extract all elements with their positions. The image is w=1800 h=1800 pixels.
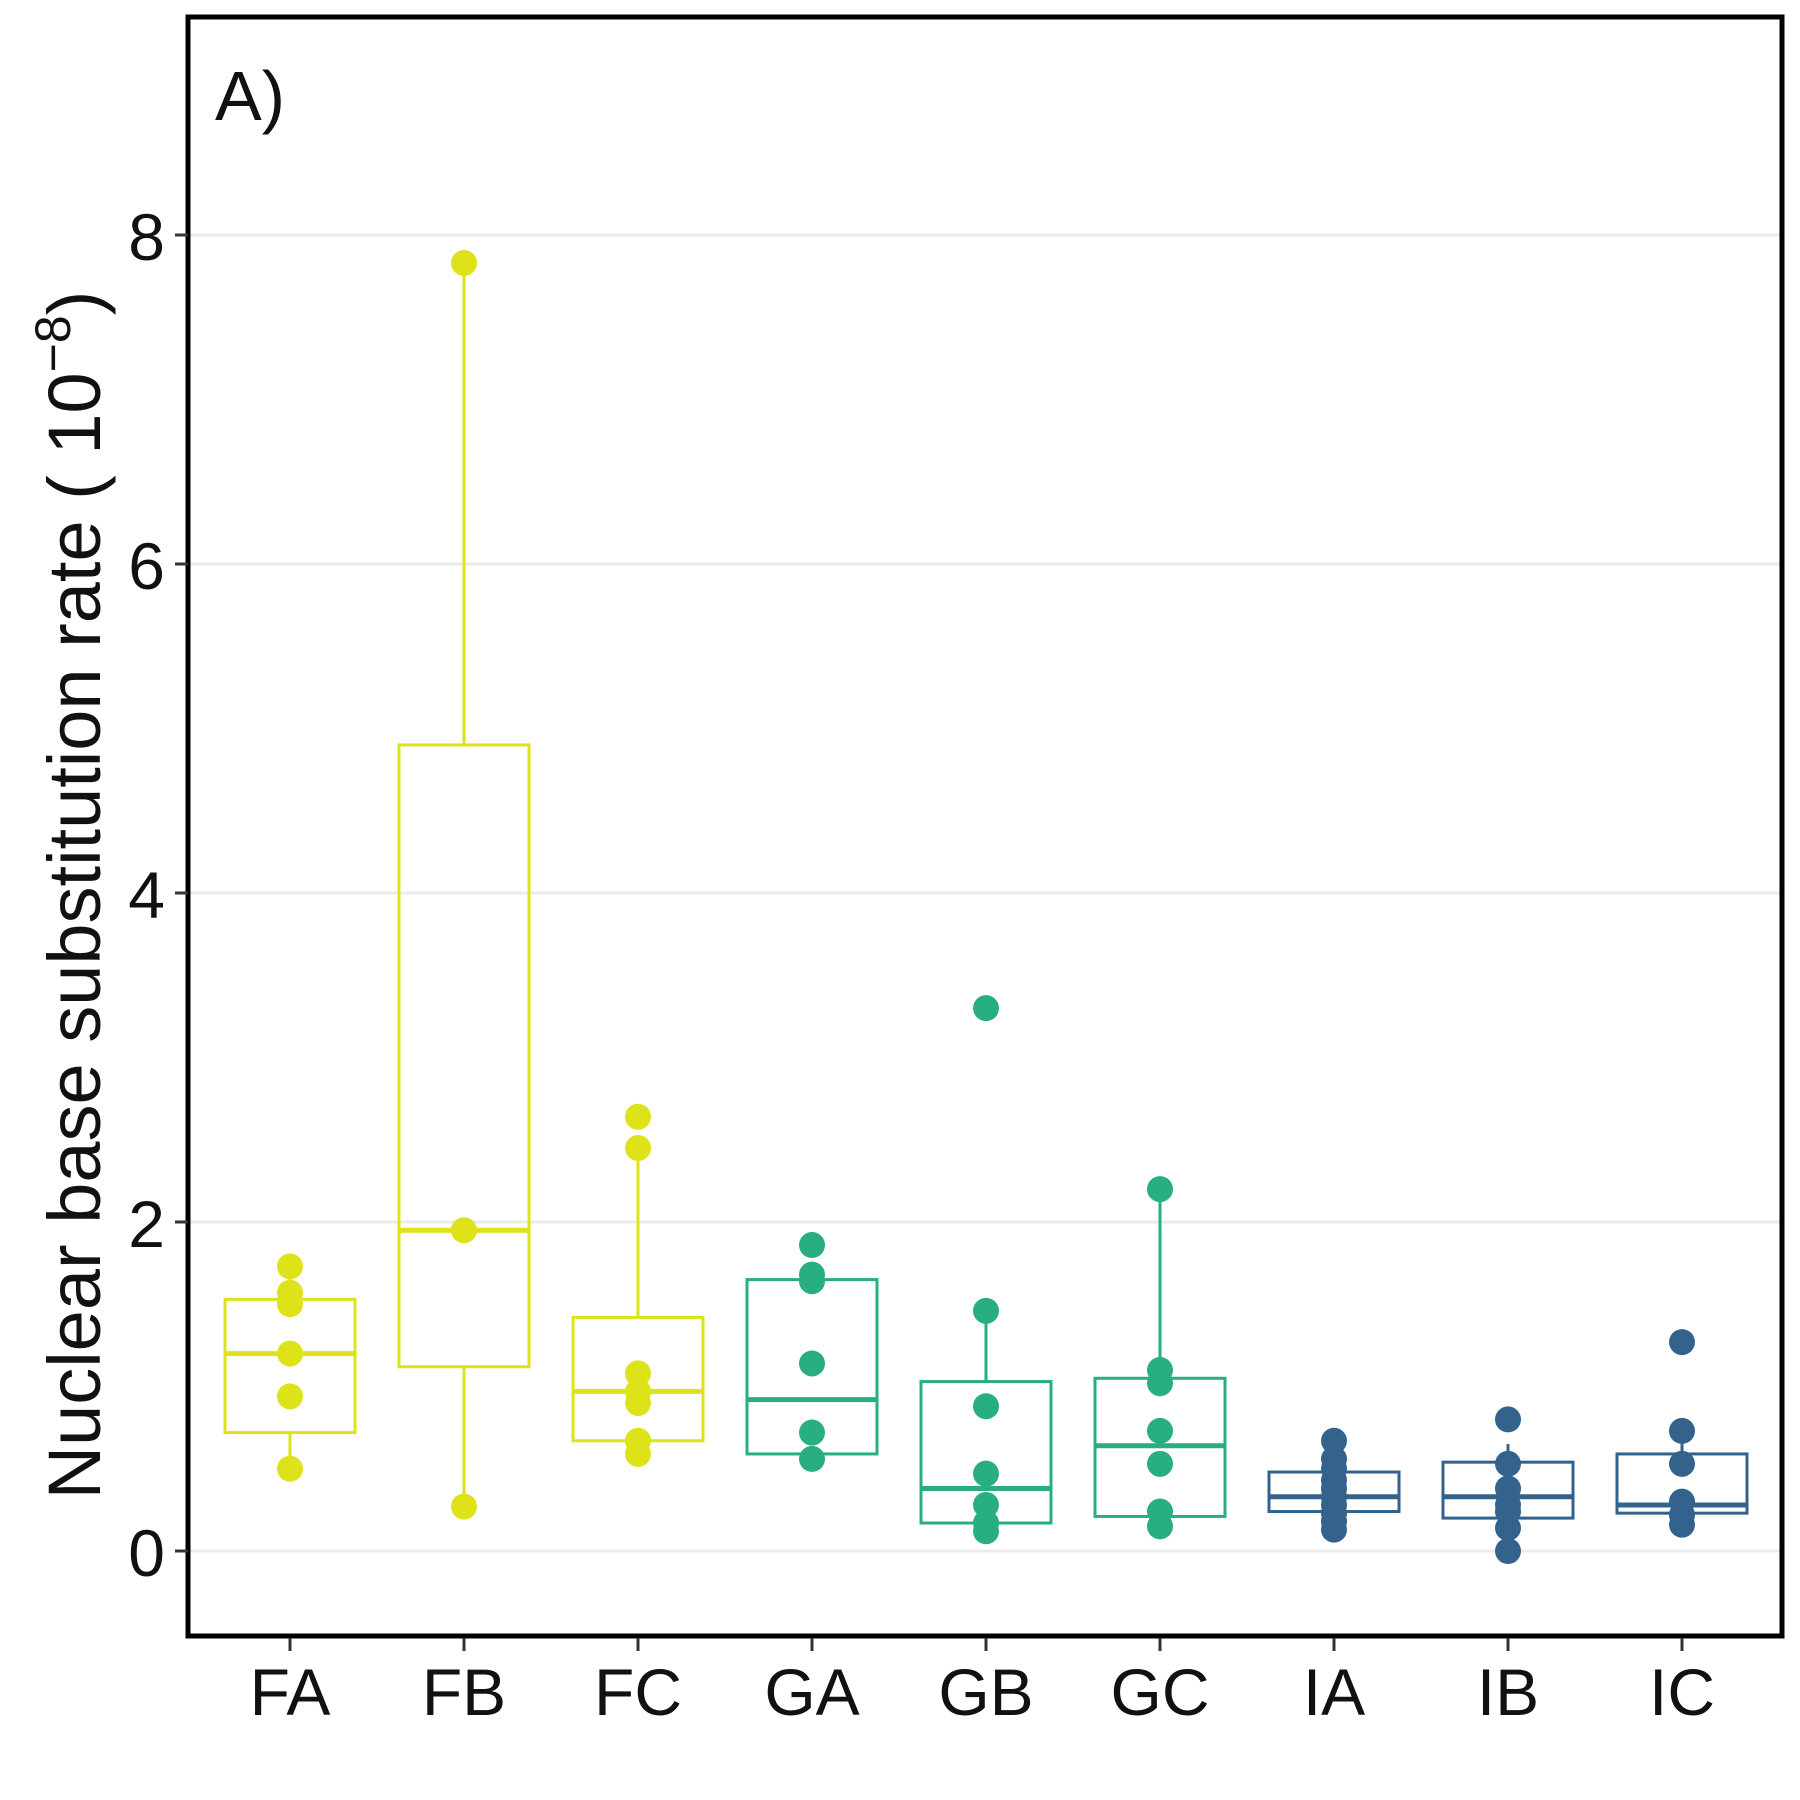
point-GB [973,1393,999,1420]
point-FA [277,1455,303,1482]
point-FC [625,1134,651,1161]
point-FA [277,1383,303,1410]
x-tick-label-GA: GA [764,1655,859,1729]
x-tick-label-IB: IB [1477,1655,1539,1729]
x-axis: FA FB FC GA GB GC IA IB IC [250,1638,1715,1729]
y-axis: 0 2 4 6 8 [128,200,188,1590]
point-GB [973,1510,999,1537]
point-FA [277,1253,303,1280]
x-tick-label-FB: FB [422,1655,506,1729]
x-tick-label-IC: IC [1649,1655,1715,1729]
point-GB [973,1460,999,1487]
panel-label: A) [215,57,285,135]
point-GC [1147,1498,1173,1525]
y-tick-label-4: 4 [128,858,165,932]
point-FB [451,1493,477,1520]
point-GA [799,1445,825,1472]
point-IA [1321,1445,1347,1472]
x-tick-label-FA: FA [250,1655,331,1729]
point-FB [451,1217,477,1244]
y-tick-label-8: 8 [128,200,165,274]
point-GC [1147,1450,1173,1477]
point-GA [799,1350,825,1377]
y-axis-title-main: Nuclear base substitution rate ( 10 [33,372,116,1499]
point-FC [625,1378,651,1405]
point-GA [799,1261,825,1288]
iqr-box [397,743,531,1369]
point-IC [1669,1417,1695,1444]
point-FC [625,1360,651,1387]
y-tick-label-0: 0 [128,1516,165,1590]
point-FA [277,1340,303,1367]
point-FA [277,1279,303,1306]
point-IB [1495,1450,1521,1477]
point-IB [1495,1538,1521,1564]
point-GB [973,1297,999,1324]
point-FC [625,1427,651,1454]
point-IB [1495,1406,1521,1433]
x-tick-label-IA: IA [1303,1655,1365,1729]
x-tick-label-GC: GC [1111,1655,1210,1729]
x-tick-label-GB: GB [938,1655,1033,1729]
point-GB [973,1491,999,1518]
y-axis-title-exponent: −8 [25,315,81,372]
point-FC [625,1103,651,1130]
y-axis-title-close: ) [33,291,116,316]
point-FB [451,249,477,276]
y-tick-label-2: 2 [128,1187,165,1261]
point-IB [1495,1475,1521,1502]
y-tick-label-6: 6 [128,529,165,603]
point-IC [1669,1450,1695,1477]
point-GB [973,995,999,1022]
point-GC [1147,1176,1173,1203]
point-GC [1147,1417,1173,1444]
plot-frame [185,14,1785,1639]
point-IA [1321,1427,1347,1454]
point-GC [1147,1357,1173,1384]
data-points [277,249,1695,1564]
point-IC [1669,1488,1695,1515]
point-IC [1669,1329,1695,1356]
point-GA [799,1232,825,1259]
x-tick-label-FC: FC [594,1655,682,1729]
y-axis-title: Nuclear base substitution rate ( 10−8) [25,291,116,1500]
point-GA [799,1419,825,1446]
